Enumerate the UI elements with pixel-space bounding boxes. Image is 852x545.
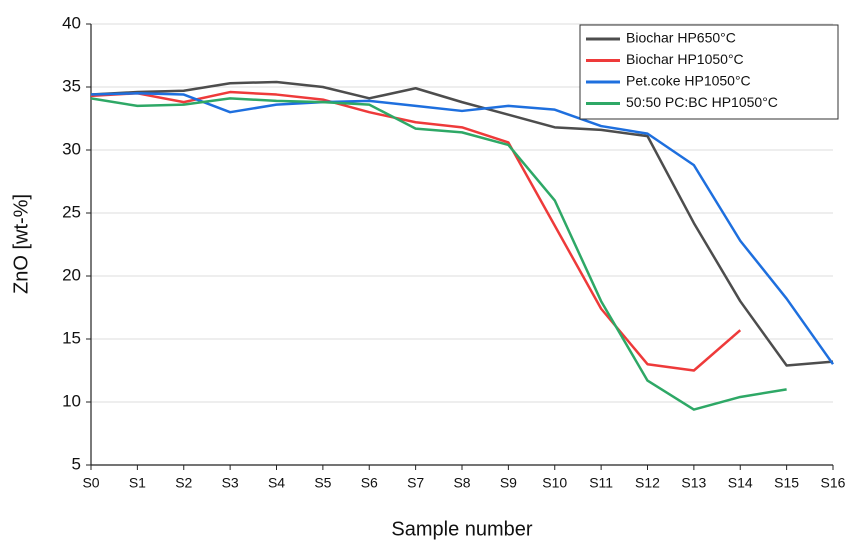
y-tick-label: 15 — [62, 328, 81, 347]
legend-box — [579, 24, 839, 120]
x-tick-label: S5 — [314, 475, 331, 491]
x-tick-label: S0 — [82, 475, 99, 491]
x-tick-label: S2 — [175, 475, 192, 491]
legend-label: Biochar HP650°C — [626, 30, 736, 46]
x-tick-label: S3 — [222, 475, 239, 491]
legend-label: Biochar HP1050°C — [626, 51, 744, 67]
x-axis-label: Sample number — [391, 518, 533, 540]
legend-label: 50:50 PC:BC HP1050°C — [626, 94, 778, 110]
y-axis-label: ZnO [wt-%] — [10, 194, 32, 294]
x-tick-label: S14 — [728, 475, 753, 491]
data-line — [90, 92, 835, 365]
y-tick-label: 25 — [62, 202, 81, 221]
x-tick-label: S10 — [542, 475, 567, 491]
data-line — [90, 90, 742, 372]
data-line — [90, 97, 787, 411]
y-tick-label: 30 — [62, 139, 81, 158]
x-tick-label: S7 — [407, 475, 424, 491]
x-tick-label: S15 — [774, 475, 799, 491]
y-tick-label: 10 — [62, 391, 81, 410]
data-line — [90, 80, 834, 367]
y-tick-label: 35 — [62, 76, 81, 95]
x-tick-label: S9 — [500, 475, 517, 491]
x-tick-label: S1 — [129, 475, 146, 491]
y-tick-label: 40 — [62, 13, 81, 32]
legend-label: Pet.coke HP1050°C — [626, 73, 751, 89]
y-tick-label: 20 — [62, 265, 81, 284]
x-tick-label: S4 — [268, 475, 285, 491]
x-tick-label: S11 — [589, 475, 613, 491]
x-tick-label: S6 — [361, 475, 378, 491]
y-tick-label: 5 — [72, 454, 81, 473]
x-tick-label: S8 — [453, 475, 470, 491]
x-tick-label: S16 — [821, 475, 846, 491]
x-tick-label: S12 — [635, 475, 660, 491]
legend: Biochar HP650°C Biochar HP1050°C Pet.coke … — [579, 24, 839, 120]
x-tick-label: S13 — [681, 475, 706, 491]
